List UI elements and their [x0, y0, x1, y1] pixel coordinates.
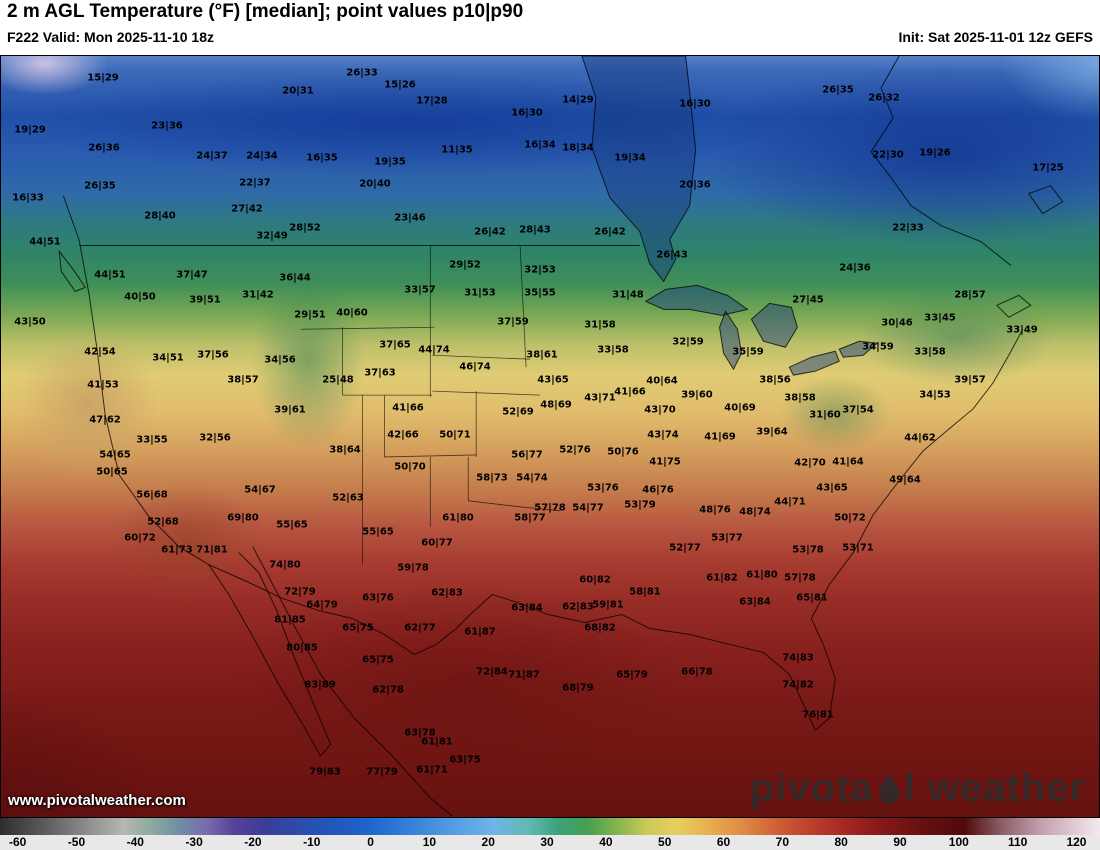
colorbar-tick-label: 40	[599, 835, 613, 849]
hudson-bay	[581, 56, 697, 283]
mexico-west-coastline	[252, 546, 453, 817]
colorbar-ticks: -60 -50 -40 -30 -20 -10 0 10 20 30 40 50 60 70 80 90 100…	[0, 835, 1100, 850]
weather-map[interactable]	[0, 55, 1100, 818]
colorbar-tick-label: 110	[1007, 835, 1028, 849]
lake-superior	[644, 284, 749, 316]
colorbar-tick-label: 60	[716, 835, 731, 849]
model-init-label: Init: Sat 2025-11-01 12z GEFS	[898, 29, 1093, 45]
lake-erie	[788, 350, 840, 376]
colorbar-tick-label: 0	[367, 835, 374, 849]
pacific-coastline	[62, 195, 210, 566]
colorbar-tick-label: 80	[834, 835, 848, 849]
colorbar-tick-label: -40	[126, 835, 144, 849]
logo-text-right: l weather	[903, 766, 1086, 810]
colorbar-tick-label: 70	[775, 835, 790, 849]
colorbar-gradient	[0, 818, 1100, 835]
newfoundland	[1027, 185, 1064, 215]
lake-ontario	[838, 340, 879, 358]
us-mexico-border	[208, 564, 471, 655]
nova-scotia	[995, 294, 1032, 318]
vancouver-island	[58, 249, 86, 292]
colorbar-tick-label: -60	[8, 835, 27, 849]
colorbar-tick-label: 90	[893, 835, 907, 849]
state-borders	[300, 245, 561, 565]
colorbar-tick-label: 10	[422, 835, 437, 849]
colorbar-tick-label: 20	[481, 835, 495, 849]
temperature-colorbar: -60 -50 -40 -30 -20 -10 0 10 20 30 40 50 60 70 80 90 100…	[0, 818, 1100, 850]
colorbar-tick-label: -30	[185, 835, 203, 849]
geography-overlay	[58, 56, 1064, 817]
lake-huron	[750, 302, 798, 348]
colorbar-tick-label: 30	[540, 835, 554, 849]
colorbar-tick-label: -10	[303, 835, 321, 849]
watermark-url: www.pivotalweather.com	[8, 792, 186, 809]
pivotal-weather-logo: pivota l weather	[750, 766, 1086, 811]
colorbar-tick-label: 50	[658, 835, 672, 849]
labrador-coastline	[870, 56, 1012, 266]
header: 2 m AGL Temperature (°F) [median]; point…	[0, 0, 1100, 55]
colorbar-tick-label: -20	[244, 835, 262, 849]
forecast-info-row: F222 Valid: Mon 2025-11-10 18z Init: Sat…	[7, 29, 1093, 45]
forecast-valid-label: F222 Valid: Mon 2025-11-10 18z	[7, 29, 214, 45]
lake-michigan	[719, 310, 743, 371]
map-title: 2 m AGL Temperature (°F) [median]; point…	[7, 1, 524, 22]
logo-text-left: pivota	[749, 766, 874, 810]
colorbar-tick-label: 120	[1066, 835, 1087, 849]
colorbar-tick-label: -50	[67, 835, 86, 849]
baja-california	[208, 552, 332, 758]
gulf-atlantic-coastline	[469, 329, 1024, 732]
colorbar-tick-label: 100	[948, 835, 969, 849]
droplet-icon	[878, 772, 899, 804]
temperature-field	[1, 56, 1099, 817]
